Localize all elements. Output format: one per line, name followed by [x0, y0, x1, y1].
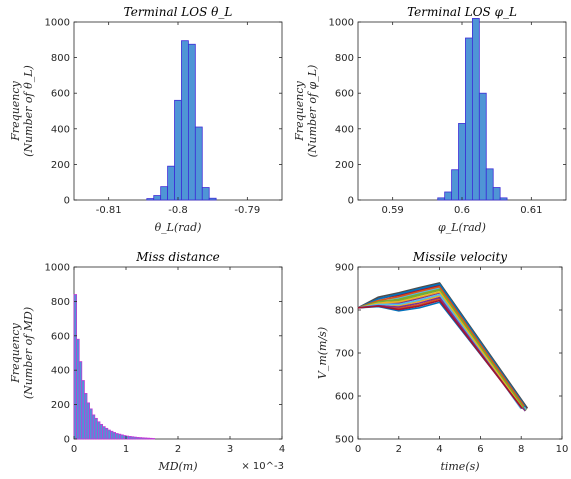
phi-chart: 0.59 0.6 0.61 0 200 400 600 800 1000 Terminal LOS… — [293, 5, 567, 234]
missdist-xtick-label: 3 — [227, 444, 233, 455]
missdist-ytick-label: 600 — [51, 331, 70, 342]
phi-xlabel: φ_L(rad) — [438, 221, 486, 234]
velocity-series-line — [357, 299, 523, 409]
phi-ytick-label: 600 — [335, 89, 354, 100]
phi-ylabel-line2: (Number of φ_L) — [306, 65, 319, 158]
missdist-ytick-label: 200 — [51, 400, 70, 411]
velocity-xtick-label: 6 — [477, 444, 483, 455]
velocity-plot-area — [357, 266, 563, 440]
phi-bar — [471, 18, 480, 201]
velocity-ytick-label: 800 — [335, 306, 354, 317]
velocity-xtick-label: 4 — [436, 444, 442, 455]
phi-ytick-label: 400 — [335, 124, 354, 135]
velocity-series-line — [357, 291, 523, 409]
theta-bar — [187, 43, 196, 201]
missdist-ytick-label: 0 — [64, 435, 70, 446]
theta-bar — [201, 187, 210, 201]
missdist-ytick-label: 400 — [51, 366, 70, 377]
phi-bar — [499, 197, 508, 201]
missdist-xtick-label: 2 — [175, 444, 181, 455]
phi-bar — [465, 37, 473, 201]
phi-xtick-label: 0.6 — [454, 205, 470, 216]
velocity-ytick-label: 900 — [335, 263, 354, 274]
theta-xtick-label: -0.79 — [234, 205, 260, 216]
missdist-xtick-label: 1 — [123, 444, 129, 455]
phi-xtick-label: 0.59 — [382, 205, 404, 216]
velocity-series-line — [357, 285, 525, 407]
theta-ytick-label: 1000 — [45, 18, 70, 29]
theta-ytick-label: 200 — [51, 160, 70, 171]
missdist-ytick-label: 1000 — [45, 263, 70, 274]
phi-ylabel-line1: Frequency — [293, 80, 306, 141]
missdist-ylabel-line2: (Number of MD) — [22, 307, 35, 399]
phi-bar — [485, 168, 494, 201]
theta-bar — [208, 197, 217, 201]
missdist-ylabel-line1: Frequency — [9, 322, 22, 383]
phi-ytick-label: 0 — [348, 196, 354, 207]
velocity-ylabel: V_m(m/s) — [316, 327, 329, 379]
missdist-xtick-label: 0 — [71, 444, 77, 455]
phi-ytick-label: 1000 — [329, 18, 354, 29]
theta-ytick-label: 600 — [51, 89, 70, 100]
theta-bar — [153, 195, 162, 201]
velocity-ytick-label: 500 — [335, 435, 354, 446]
missdist-plot-area — [73, 266, 283, 440]
phi-xtick-label: 0.61 — [520, 205, 542, 216]
velocity-xtick-label: 2 — [396, 444, 402, 455]
phi-ytick-label: 800 — [335, 53, 354, 64]
theta-xtick-label: -0.8 — [168, 205, 188, 216]
theta-chart: -0.81 -0.8 -0.79 0 200 400 600 800 1000 Terminal … — [9, 5, 283, 234]
phi-bar — [451, 169, 459, 201]
velocity-series-line — [357, 293, 522, 410]
velocity-xtick-label: 8 — [518, 444, 524, 455]
theta-ytick-label: 400 — [51, 124, 70, 135]
velocity-xlabel: time(s) — [440, 460, 479, 473]
phi-ytick-label: 200 — [335, 160, 354, 171]
velocity-xtick-label: 0 — [355, 444, 361, 455]
missdist-xlabel: MD(m) — [157, 460, 197, 473]
theta-bar — [194, 126, 203, 201]
theta-ylabel-line1: Frequency — [9, 80, 22, 141]
theta-xlabel: θ_L(rad) — [155, 221, 202, 234]
velocity-chart: 0 2 4 6 8 10 500 600 700 800 900 Missile velocity ti… — [316, 250, 568, 473]
velocity-ytick-label: 600 — [335, 392, 354, 403]
theta-bar — [160, 186, 168, 201]
theta-bar — [174, 99, 182, 201]
theta-ylabel-line2: (Number of θ_L) — [22, 65, 35, 157]
phi-bar — [444, 191, 453, 201]
phi-bar — [492, 187, 501, 201]
missdist-ytick-label: 800 — [51, 297, 70, 308]
missdist-chart: 0 1 2 3 4 0 200 400 600 800 1000 Miss distance MD(m)… — [9, 250, 285, 473]
missdist-x-exponent: × 10^-3 — [241, 461, 284, 472]
theta-bar — [167, 165, 175, 201]
missdist-title: Miss distance — [135, 250, 219, 264]
theta-ytick-label: 0 — [64, 196, 70, 207]
phi-bar — [478, 92, 487, 201]
phi-title: Terminal LOS φ_L — [407, 5, 517, 19]
velocity-title: Missile velocity — [412, 250, 507, 264]
theta-bar — [181, 40, 189, 201]
theta-title: Terminal LOS θ_L — [124, 5, 233, 19]
theta-xtick-label: -0.81 — [96, 205, 122, 216]
velocity-series-line — [357, 288, 524, 408]
phi-bar — [458, 123, 466, 201]
phi-bar — [437, 197, 446, 201]
theta-bar — [146, 198, 155, 201]
missdist-xtick-label: 4 — [279, 444, 285, 455]
theta-ytick-label: 800 — [51, 53, 70, 64]
missdist-bar — [151, 438, 155, 440]
velocity-series-line — [357, 283, 526, 408]
velocity-xtick-label: 10 — [556, 444, 569, 455]
velocity-ytick-label: 700 — [335, 349, 354, 360]
